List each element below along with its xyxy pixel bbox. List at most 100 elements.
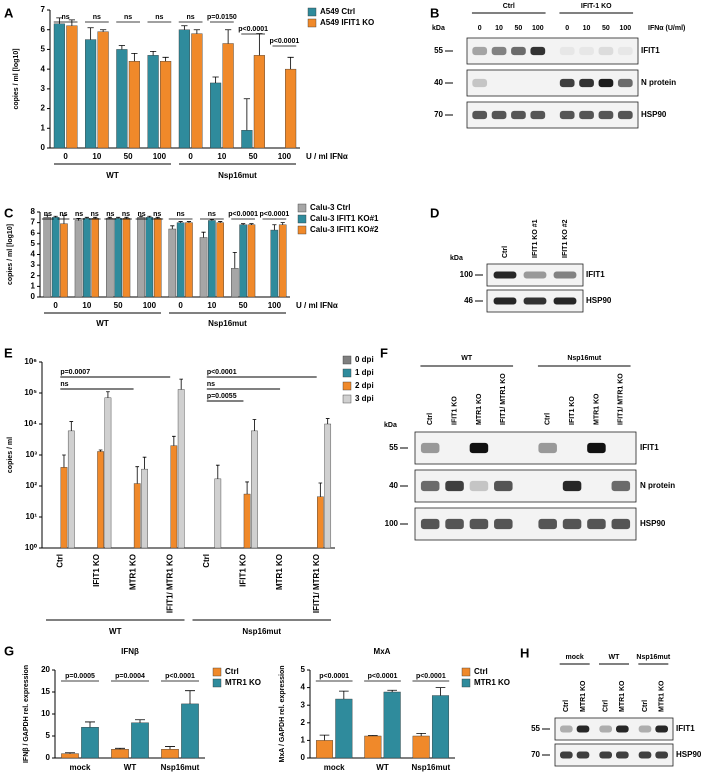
- blot-band: [587, 518, 606, 530]
- error-bar: [98, 449, 103, 452]
- blot-band: [445, 480, 464, 492]
- error-bar: [319, 734, 330, 741]
- protein-label: HSP90: [676, 750, 702, 759]
- error-bar: [218, 221, 223, 223]
- panel-label: F: [380, 345, 388, 360]
- error-bar: [162, 56, 169, 62]
- bar: [111, 749, 129, 759]
- bar: [335, 698, 353, 759]
- bar: [51, 217, 60, 298]
- bar: [145, 217, 154, 298]
- y-tick-label: 10¹: [25, 512, 37, 521]
- x-tick-label: 100: [268, 301, 282, 310]
- annotation: p<0.0001: [238, 26, 268, 33]
- panel-label: C: [4, 205, 14, 220]
- error-bar: [131, 52, 138, 62]
- group-label: WT: [106, 171, 119, 180]
- y-tick-label: 2: [41, 104, 46, 113]
- y-tick-label: 2: [31, 271, 36, 280]
- legend-label: Calu-3 IFIT1 KO#2: [310, 225, 379, 234]
- y-tick-label: 10⁰: [25, 543, 38, 552]
- y-tick-label: 10²: [25, 481, 37, 490]
- error-bar: [243, 98, 250, 131]
- error-bar: [387, 689, 397, 692]
- error-bar: [368, 735, 378, 736]
- blot-band: [530, 110, 546, 120]
- panel-label: D: [430, 205, 439, 220]
- lane-label: Ctrl: [603, 700, 610, 712]
- bar: [431, 695, 450, 759]
- group-label: WT: [461, 355, 473, 362]
- legend-label: 1 dpi: [355, 368, 374, 377]
- bar: [60, 467, 68, 549]
- error-bar: [256, 33, 263, 56]
- kda-label: kDa: [450, 255, 463, 262]
- blot-band: [617, 78, 633, 88]
- panel-label: A: [4, 5, 14, 20]
- blot-band: [599, 751, 612, 759]
- lane-label: IFIT1/ MTR1 KO: [500, 373, 507, 425]
- error-bar: [172, 435, 176, 446]
- annotation: p<0.0001: [165, 673, 195, 680]
- x-tick-label: Ctrl: [202, 554, 211, 568]
- panel-label: B: [430, 5, 439, 20]
- bar: [181, 703, 199, 759]
- error-bar: [147, 215, 152, 218]
- bar: [74, 220, 83, 298]
- legend-label: 3 dpi: [355, 394, 374, 403]
- error-bar: [165, 746, 175, 750]
- error-bar: [62, 454, 66, 468]
- lane-label: 0: [565, 25, 569, 32]
- annotation: p=0.0150: [207, 14, 237, 21]
- y-tick-label: 10⁵: [24, 388, 37, 397]
- blot-band: [579, 46, 594, 56]
- bar: [170, 445, 178, 549]
- bar: [178, 29, 190, 149]
- y-axis-label: copies / ml: [7, 437, 14, 473]
- bar: [168, 228, 177, 298]
- legend-swatch: [342, 355, 352, 365]
- protein-label: IFIT1: [676, 724, 695, 733]
- blot-band: [611, 518, 631, 530]
- error-bar: [56, 17, 63, 24]
- blot-band: [559, 110, 575, 120]
- error-bar: [45, 214, 50, 218]
- bar: [208, 220, 216, 298]
- y-axis-label: copies / ml [log10]: [13, 48, 20, 109]
- blot-band: [523, 271, 547, 279]
- bar: [66, 25, 78, 149]
- annotation: p<0.0001: [416, 673, 446, 680]
- legend-label: A549 Ctrl: [320, 7, 355, 16]
- blot-frame: [554, 743, 674, 767]
- bar: [239, 224, 247, 298]
- group-label: mock: [566, 654, 584, 661]
- blot-band: [511, 46, 526, 56]
- condition-label: IFNα (U/ml): [648, 25, 685, 32]
- annotation: p=0.0004: [115, 673, 145, 680]
- lane-label: 10: [495, 25, 503, 32]
- annotation: p<0.0001: [368, 673, 398, 680]
- x-tick-label: 10: [92, 152, 101, 161]
- y-tick-label: 3: [41, 84, 46, 93]
- bar: [153, 218, 162, 298]
- blot-band: [616, 725, 629, 733]
- bar: [199, 237, 208, 298]
- legend-label: A549 IFIT1 KO: [320, 18, 374, 27]
- bar: [116, 49, 128, 149]
- bar: [270, 229, 279, 298]
- lane-label: MTR1 KO: [476, 393, 483, 425]
- x-tick-label: 100: [278, 152, 292, 161]
- y-tick-label: 0: [301, 753, 306, 762]
- marker-label: 40: [434, 78, 443, 87]
- legend-swatch: [297, 214, 307, 224]
- y-axis-label: IFNβ / GAPDH rel. expression: [23, 665, 30, 763]
- bar: [231, 268, 239, 298]
- group-label: WT: [96, 319, 109, 328]
- blot-band: [638, 751, 652, 759]
- lane-label: 50: [602, 25, 610, 32]
- bar: [241, 130, 253, 149]
- group-label: Ctrl: [503, 3, 515, 10]
- error-bar: [209, 219, 214, 221]
- lane-label: Ctrl: [563, 700, 570, 712]
- blot-band: [559, 78, 575, 88]
